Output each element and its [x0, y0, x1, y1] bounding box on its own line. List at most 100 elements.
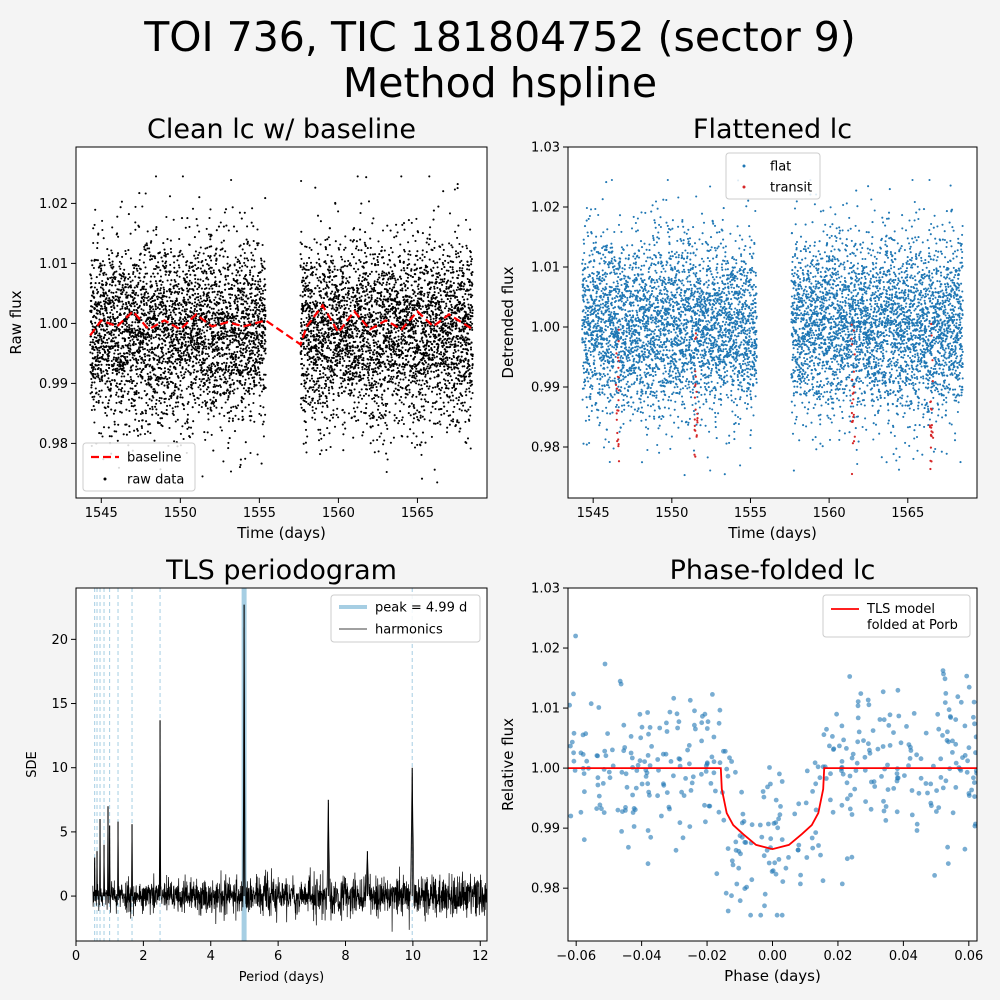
raw-data-point [119, 206, 122, 209]
raw-data-point [145, 383, 148, 386]
raw-data-point [196, 256, 199, 260]
raw-data-point [314, 363, 318, 367]
raw-data-point [116, 369, 119, 372]
raw-data-point [168, 304, 171, 308]
raw-data-point [323, 416, 326, 419]
raw-data-point [299, 353, 302, 356]
raw-data-point [174, 303, 177, 307]
raw-data-point [216, 293, 219, 296]
raw-data-point [183, 338, 186, 341]
raw-data-point [158, 324, 161, 327]
raw-data-point [242, 303, 245, 306]
raw-data-point [219, 384, 222, 387]
raw-data-point [207, 377, 210, 380]
raw-data-point [163, 248, 166, 251]
raw-data-point [184, 340, 187, 343]
raw-data-point [217, 366, 220, 369]
raw-data-point [327, 333, 330, 336]
raw-data-point [147, 375, 150, 378]
raw-data-point [309, 307, 312, 310]
raw-data-point [151, 305, 154, 308]
raw-data-point [229, 339, 232, 342]
raw-data-point [247, 377, 250, 380]
raw-data-point [352, 267, 356, 270]
raw-data-point [227, 368, 230, 371]
raw-data-point [123, 361, 126, 364]
raw-data-point [160, 362, 163, 365]
raw-data-point [91, 322, 94, 325]
raw-data-point [197, 266, 200, 269]
raw-data-point [320, 449, 323, 452]
raw-data-point [135, 336, 138, 339]
raw-data-point [133, 404, 136, 407]
raw-data-point [120, 200, 123, 203]
raw-data-point [222, 255, 225, 258]
raw-data-point [120, 390, 123, 393]
raw-data-point [238, 274, 241, 277]
raw-data-point [164, 360, 167, 363]
raw-data-point [365, 176, 368, 179]
raw-data-point [100, 371, 103, 374]
raw-data-point [118, 401, 121, 404]
raw-data-point [125, 423, 128, 426]
raw-data-point [109, 394, 113, 397]
raw-data-point [94, 208, 97, 211]
raw-data-point [108, 289, 111, 292]
raw-data-point [231, 313, 234, 316]
raw-data-point [172, 352, 175, 356]
raw-data-point [310, 329, 313, 332]
raw-data-point [146, 343, 149, 346]
raw-data-point [197, 327, 200, 330]
raw-data-point [167, 314, 170, 317]
raw-data-point [339, 358, 342, 361]
raw-data-point [246, 358, 249, 361]
raw-data-point [188, 225, 191, 228]
raw-data-point [169, 336, 172, 339]
raw-data-point [337, 298, 340, 301]
raw-data-point [128, 342, 131, 345]
raw-data-point [206, 401, 209, 404]
raw-data-point [301, 329, 304, 332]
raw-data-point [161, 381, 164, 384]
raw-data-point [254, 301, 258, 305]
raw-data-point [324, 248, 328, 251]
raw-data-point [145, 282, 148, 285]
raw-data-point [90, 386, 93, 389]
raw-data-point [147, 350, 151, 353]
raw-data-point [218, 335, 221, 338]
raw-data-point [316, 322, 320, 325]
raw-data-point [193, 301, 197, 304]
raw-data-point [263, 267, 266, 270]
raw-data-point [234, 405, 237, 408]
raw-data-point [322, 392, 325, 395]
raw-data-point [121, 307, 124, 310]
raw-data-point [158, 251, 162, 254]
raw-data-point [173, 301, 176, 304]
raw-data-point [263, 304, 266, 307]
raw-data-point [120, 275, 124, 278]
raw-data-point [122, 363, 125, 366]
raw-data-point [200, 405, 203, 409]
raw-data-point [99, 307, 102, 310]
raw-data-point [326, 378, 329, 381]
raw-data-point [252, 339, 255, 342]
raw-data-point [94, 301, 97, 304]
raw-data-point [209, 342, 212, 345]
raw-data-point [354, 247, 358, 250]
raw-data-point [198, 251, 201, 254]
raw-data-point [181, 358, 184, 361]
raw-data-point [135, 267, 138, 270]
raw-data-point [316, 363, 319, 366]
raw-data-point [146, 349, 149, 352]
raw-data-point [101, 375, 104, 378]
raw-data-point [215, 257, 218, 260]
raw-data-point [197, 286, 200, 289]
raw-data-point [117, 341, 120, 344]
raw-data-point [131, 364, 134, 367]
raw-data-point [245, 389, 248, 392]
raw-data-point [241, 298, 244, 301]
raw-data-point [259, 271, 262, 274]
raw-data-point [343, 248, 346, 251]
raw-data-point [308, 395, 311, 398]
raw-data-point [210, 409, 213, 412]
